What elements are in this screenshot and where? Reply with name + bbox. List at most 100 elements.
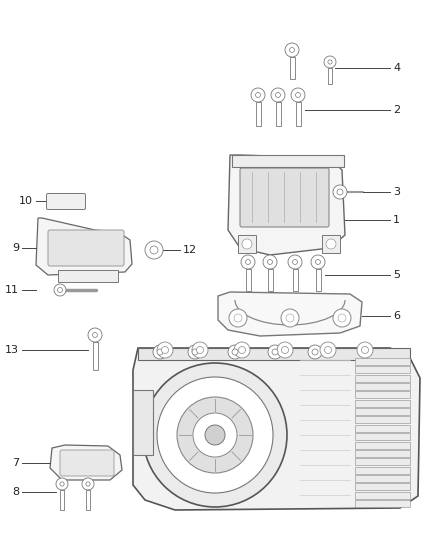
Bar	[355, 491, 410, 499]
Circle shape	[205, 425, 225, 445]
Circle shape	[229, 309, 247, 327]
Circle shape	[281, 309, 299, 327]
Circle shape	[177, 397, 253, 473]
Circle shape	[290, 47, 294, 52]
Text: 4: 4	[393, 63, 400, 73]
Circle shape	[239, 346, 246, 353]
Circle shape	[325, 346, 332, 353]
Bar	[355, 475, 410, 482]
Circle shape	[315, 260, 321, 264]
Circle shape	[143, 363, 287, 507]
Bar	[138, 348, 410, 360]
Polygon shape	[50, 445, 122, 480]
Bar	[246, 269, 251, 291]
Bar	[355, 416, 410, 424]
Circle shape	[312, 349, 318, 355]
Circle shape	[60, 482, 64, 486]
Text: 13: 13	[5, 345, 19, 355]
Circle shape	[82, 478, 94, 490]
FancyBboxPatch shape	[60, 450, 114, 476]
Circle shape	[282, 346, 289, 353]
Text: 9: 9	[12, 243, 19, 253]
Circle shape	[276, 93, 280, 98]
Circle shape	[162, 346, 169, 353]
FancyBboxPatch shape	[46, 193, 85, 209]
Circle shape	[338, 314, 346, 322]
Circle shape	[255, 93, 261, 98]
Bar	[268, 269, 272, 291]
Bar	[355, 458, 410, 465]
Circle shape	[145, 241, 163, 259]
Bar	[296, 102, 300, 126]
Bar	[355, 375, 410, 382]
Circle shape	[242, 239, 252, 249]
Polygon shape	[133, 348, 420, 510]
Circle shape	[285, 43, 299, 57]
Bar	[290, 57, 294, 79]
Circle shape	[277, 342, 293, 358]
Bar	[355, 425, 410, 432]
Bar	[355, 391, 410, 398]
Circle shape	[326, 239, 336, 249]
Bar	[355, 383, 410, 390]
Circle shape	[328, 60, 332, 64]
Bar	[355, 441, 410, 449]
Text: 2: 2	[393, 105, 400, 115]
FancyBboxPatch shape	[240, 168, 329, 227]
Bar	[355, 466, 410, 474]
Polygon shape	[218, 292, 362, 336]
Circle shape	[333, 185, 347, 199]
Circle shape	[337, 189, 343, 195]
Bar	[255, 102, 261, 126]
Circle shape	[88, 328, 102, 342]
Bar	[92, 342, 98, 370]
Text: 5: 5	[393, 270, 400, 280]
FancyBboxPatch shape	[48, 230, 124, 266]
Circle shape	[157, 342, 173, 358]
Circle shape	[157, 349, 163, 355]
Circle shape	[288, 255, 302, 269]
Bar	[232, 155, 344, 167]
Circle shape	[324, 56, 336, 68]
Bar	[355, 366, 410, 373]
Circle shape	[232, 349, 238, 355]
Circle shape	[150, 246, 158, 254]
Circle shape	[291, 88, 305, 102]
Circle shape	[86, 482, 90, 486]
Circle shape	[263, 255, 277, 269]
Circle shape	[320, 342, 336, 358]
Circle shape	[56, 478, 68, 490]
Circle shape	[241, 255, 255, 269]
Text: 3: 3	[393, 187, 400, 197]
Circle shape	[197, 346, 204, 353]
Circle shape	[192, 349, 198, 355]
Circle shape	[271, 88, 285, 102]
Bar	[293, 269, 297, 291]
Bar	[355, 450, 410, 457]
Bar	[276, 102, 280, 126]
Bar	[355, 358, 410, 365]
Circle shape	[188, 345, 202, 359]
Bar	[58, 270, 118, 282]
Bar	[355, 400, 410, 407]
Text: 11: 11	[5, 285, 19, 295]
Circle shape	[333, 309, 351, 327]
Text: 7: 7	[12, 458, 19, 468]
Bar	[315, 269, 321, 291]
Bar	[238, 235, 256, 253]
Circle shape	[153, 345, 167, 359]
Circle shape	[192, 342, 208, 358]
Bar	[86, 490, 90, 510]
Circle shape	[311, 255, 325, 269]
Text: 12: 12	[183, 245, 197, 255]
Circle shape	[286, 314, 294, 322]
Circle shape	[246, 260, 251, 264]
Circle shape	[357, 342, 373, 358]
Circle shape	[234, 342, 250, 358]
Text: 10: 10	[19, 196, 33, 206]
Circle shape	[268, 345, 282, 359]
Polygon shape	[228, 155, 345, 255]
Circle shape	[296, 93, 300, 98]
Circle shape	[193, 413, 237, 457]
Polygon shape	[36, 218, 132, 275]
